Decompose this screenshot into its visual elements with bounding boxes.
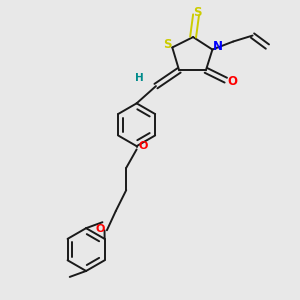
Text: H: H	[135, 73, 144, 83]
Text: S: S	[193, 6, 202, 19]
Text: O: O	[139, 140, 148, 151]
Text: N: N	[213, 40, 223, 53]
Text: O: O	[227, 75, 237, 88]
Text: S: S	[163, 38, 171, 51]
Text: O: O	[96, 224, 105, 234]
